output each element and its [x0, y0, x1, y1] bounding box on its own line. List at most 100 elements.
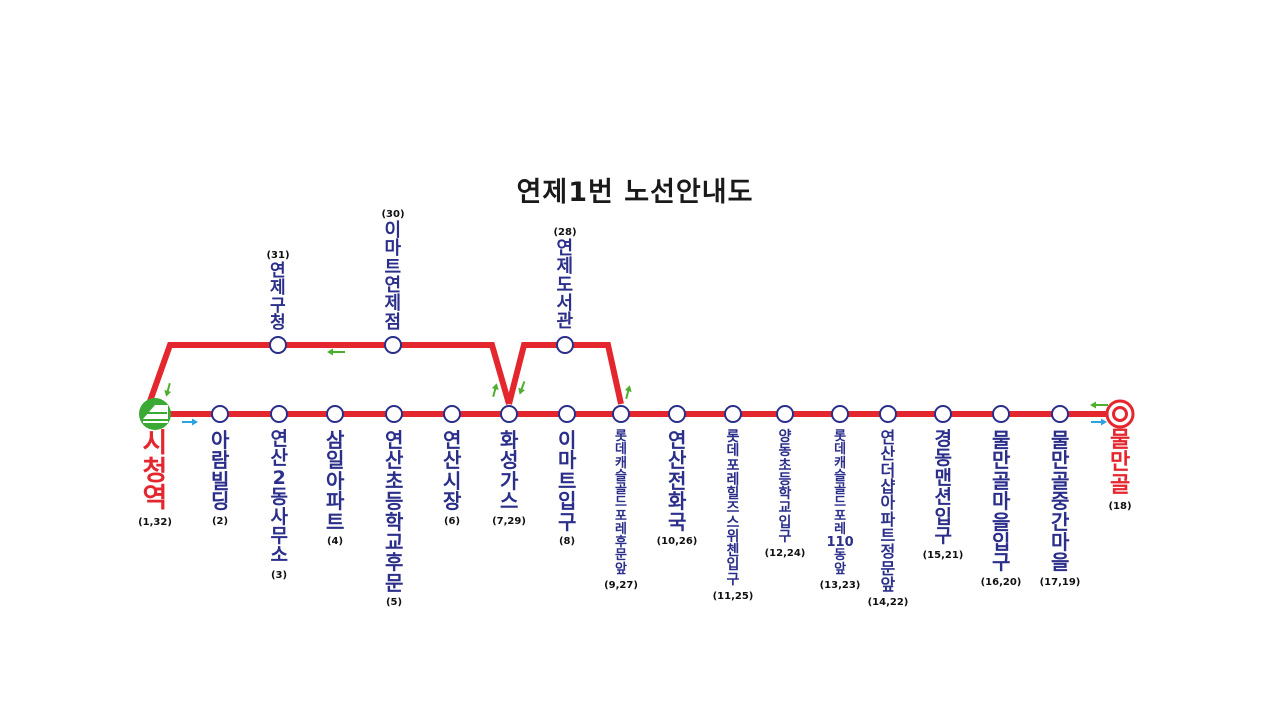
label-char: 산 — [668, 448, 687, 473]
label-char: 포 — [615, 508, 627, 524]
label-char: 국 — [668, 509, 687, 534]
label-char: 즈 — [726, 500, 740, 517]
label-char: 물 — [1110, 428, 1131, 453]
label-char: 골 — [992, 468, 1011, 493]
label-char: 동 — [778, 443, 792, 460]
label-char: 소 — [270, 544, 288, 567]
return-stop-marker — [556, 336, 574, 354]
stop-code: (28) — [553, 227, 577, 238]
stop-code: (2) — [211, 516, 229, 527]
label-char: 마 — [384, 238, 402, 260]
stop-code: (16,20) — [980, 577, 1022, 588]
label-char: 드 — [834, 495, 847, 511]
label-char: 동 — [934, 447, 952, 470]
label-char: 구 — [778, 528, 792, 545]
label-char: 첸 — [726, 543, 740, 560]
label-char: 캐 — [834, 455, 847, 471]
label-char: 제 — [556, 256, 574, 278]
stop-code: (9,27) — [604, 580, 638, 591]
label-char: 등 — [778, 471, 792, 488]
label-char: 삼 — [326, 428, 345, 452]
label-char: 무 — [270, 524, 288, 547]
label-char: 골 — [615, 482, 627, 497]
stop-code: (18) — [1108, 501, 1132, 512]
stop-code: (1,32) — [138, 517, 172, 528]
label-char: 관 — [556, 311, 574, 333]
label-char: 구 — [992, 550, 1011, 575]
stop-code: (3) — [270, 570, 288, 581]
label-char: 전 — [668, 468, 687, 493]
label-char: 드 — [615, 495, 627, 511]
stop-marker — [831, 405, 849, 423]
label-char: 입 — [934, 505, 952, 528]
label-char: 람 — [211, 448, 230, 473]
arrow-head — [327, 348, 333, 356]
label-char: 장 — [443, 489, 462, 514]
direction-arrow-return-branch — [518, 381, 526, 395]
stop-code: (13,23) — [819, 580, 861, 591]
label-char: 마 — [558, 448, 577, 473]
stop-label: 롯 데 캐 슬 골 드 포 레 110 동 앞 — [827, 430, 854, 576]
stop-marker — [934, 405, 952, 423]
label-char: 사 — [270, 505, 288, 528]
terminal-icons — [139, 398, 1135, 430]
label-char: 구 — [558, 509, 577, 534]
stop-marker — [211, 405, 229, 423]
direction-arrow-outbound — [182, 418, 198, 426]
label-char: 파 — [880, 509, 896, 529]
label-char: 롯 — [726, 429, 740, 445]
label-char: 성 — [500, 448, 519, 473]
label-char: 도 — [556, 274, 574, 296]
arrow-head — [192, 418, 198, 426]
label-char: 가 — [500, 468, 519, 493]
label-char: 이 — [384, 220, 402, 241]
label-char: 산 — [443, 448, 462, 473]
label-char: 만 — [1110, 450, 1131, 476]
label-char: 등 — [385, 489, 404, 514]
label-char: 마 — [992, 489, 1011, 514]
target-inner-ring — [1112, 406, 1128, 422]
arrow-head — [1101, 418, 1107, 426]
label-char: 문 — [880, 558, 896, 578]
label-char: 캐 — [615, 455, 627, 471]
stop-marker — [326, 405, 344, 423]
label-char: 더 — [880, 460, 896, 480]
label-char: 입 — [558, 489, 577, 514]
label-char: 간 — [1051, 509, 1070, 534]
label-char: 아 — [880, 493, 896, 513]
label-char: 일 — [326, 448, 345, 473]
direction-arrow-return-start — [1090, 401, 1108, 409]
label-char: 제 — [270, 278, 286, 299]
stop-marker — [385, 405, 403, 423]
label-char: 앞 — [615, 561, 627, 577]
direction-arrow-return — [327, 348, 345, 356]
stop-code: (10,26) — [656, 536, 698, 547]
label-char: 경 — [934, 428, 952, 450]
stop-code: (7,29) — [492, 516, 526, 527]
label-char: 골 — [1051, 468, 1070, 493]
label-char: 연 — [385, 428, 404, 452]
label-char: 시 — [443, 468, 462, 493]
stop-code: (4) — [326, 536, 344, 547]
return-stop-marker — [384, 336, 402, 354]
label-char: 맨 — [934, 466, 952, 489]
label-char: 2 — [272, 466, 286, 489]
label-char: 트 — [384, 256, 402, 278]
label-char: 데 — [834, 442, 847, 458]
label-char: 물 — [1051, 428, 1070, 452]
label-char: 위 — [726, 528, 740, 545]
label-char: 문 — [385, 570, 404, 595]
stop-markers — [211, 336, 1069, 423]
label-char: 청 — [270, 312, 286, 333]
label-char: 청 — [142, 455, 168, 487]
label-char: 스 — [726, 514, 740, 531]
